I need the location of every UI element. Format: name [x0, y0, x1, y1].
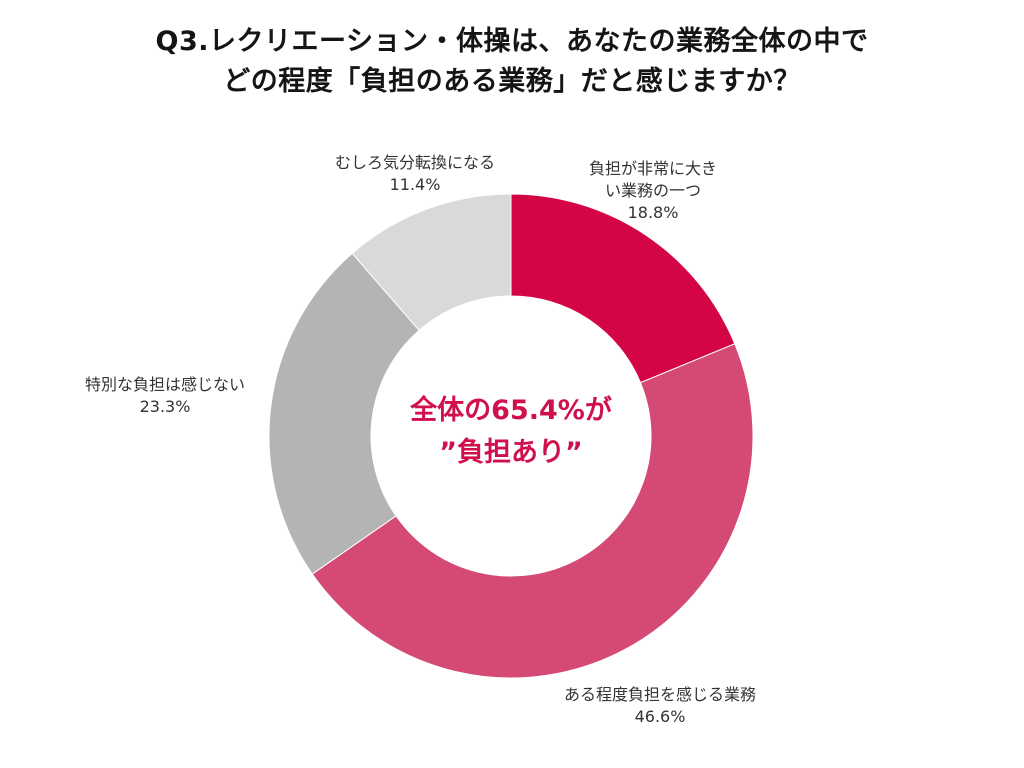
label-text: い業務の一つ: [604, 181, 701, 200]
slice-no-particular-burden: [268, 252, 420, 575]
center-annotation: 全体の65.4%が ”負担あり”: [381, 390, 641, 474]
center-annotation-line2: ”負担あり”: [439, 437, 583, 468]
label-very-heavy-burden: 負担が非常に大き い業務の一つ 18.8%: [578, 158, 728, 224]
chart-title-line1: Q3.レクリエーション・体操は、あなたの業務全体の中で: [155, 26, 869, 57]
slice-very-heavy-burden: [510, 193, 736, 384]
label-refreshing: むしろ気分転換になる 11.4%: [300, 152, 530, 196]
label-some-burden: ある程度負担を感じる業務 46.6%: [520, 684, 800, 728]
label-no-particular-burden: 特別な負担は感じない 23.3%: [55, 374, 275, 418]
label-text: 負担が非常に大き: [588, 159, 717, 178]
label-text: 特別な負担は感じない: [84, 375, 245, 394]
chart-title: Q3.レクリエーション・体操は、あなたの業務全体の中で どの程度「負担のある業務…: [0, 22, 1024, 102]
label-text: ある程度負担を感じる業務: [563, 685, 756, 704]
label-text: むしろ気分転換になる: [334, 153, 495, 172]
label-value: 23.3%: [139, 397, 191, 416]
label-value: 46.6%: [634, 707, 686, 726]
label-value: 11.4%: [389, 175, 441, 194]
slice-some-burden: [311, 343, 754, 679]
center-annotation-line1: 全体の65.4%が: [410, 395, 612, 426]
slice-refreshing: [351, 193, 512, 332]
label-value: 18.8%: [627, 203, 679, 222]
chart-title-line2: どの程度「負担のある業務」だと感じますか？: [223, 66, 801, 97]
